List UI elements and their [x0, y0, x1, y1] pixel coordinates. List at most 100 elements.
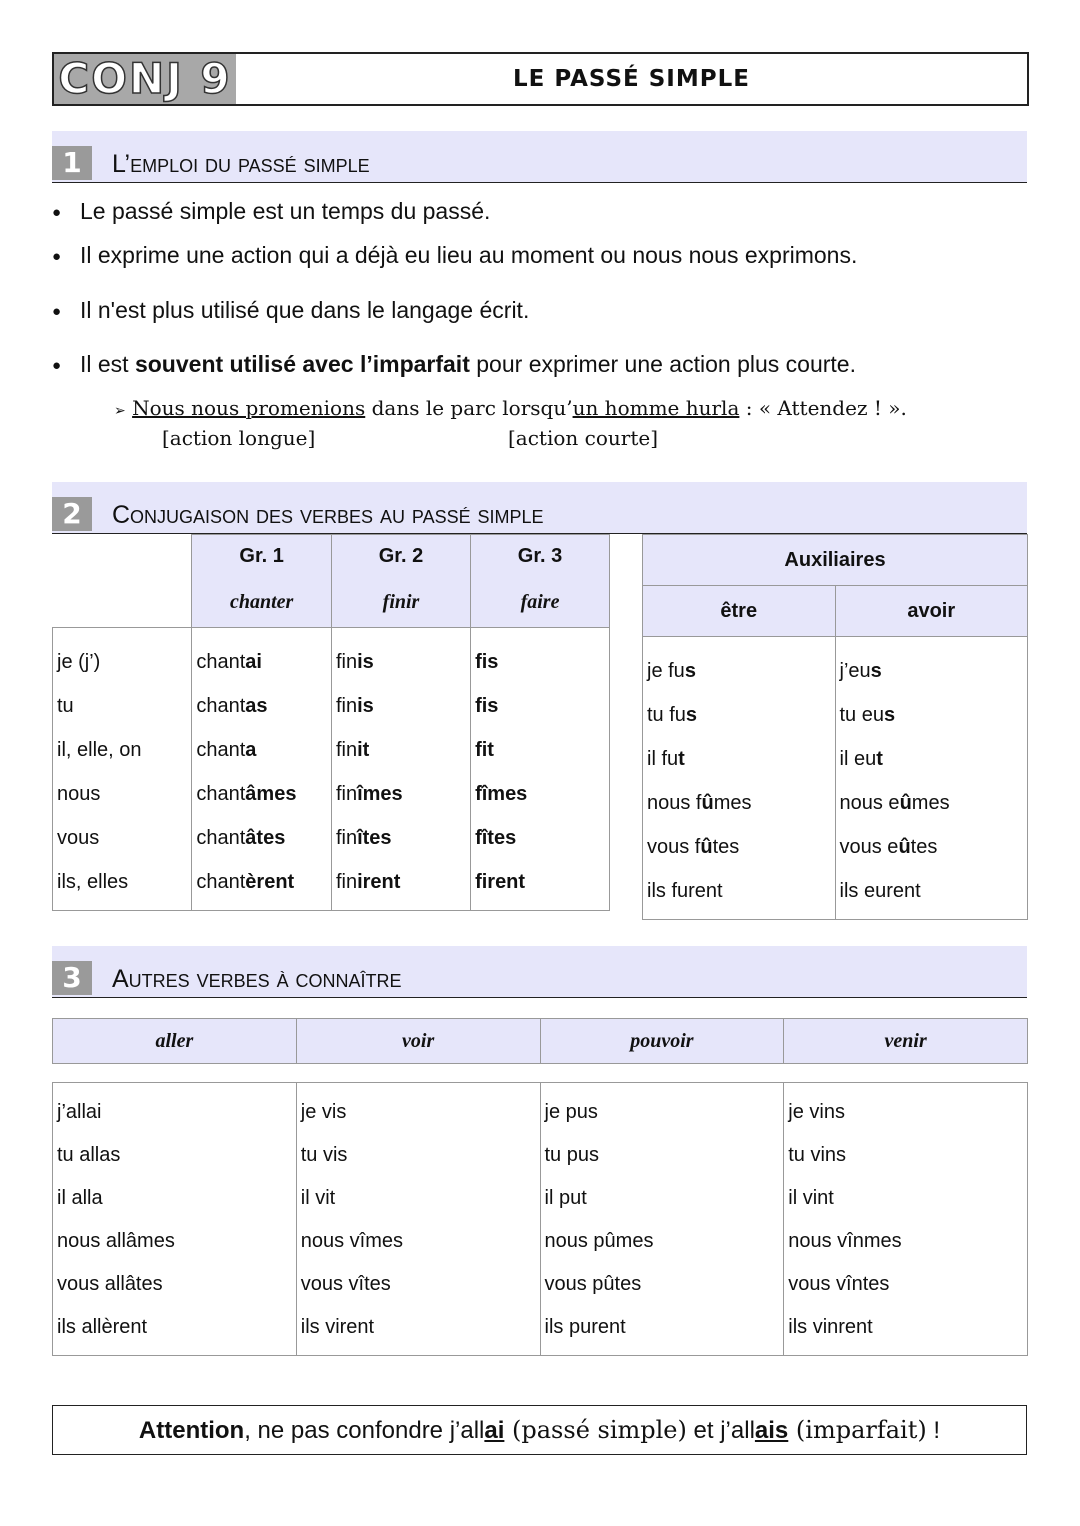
- conjugation-column: fis fis fit fîmes fîtes firent: [470, 627, 610, 911]
- conjugated-form: vous vîntes: [788, 1273, 890, 1295]
- verb-forms-column: je vins tu vins il vint nous vînmes vous vîn…: [783, 1082, 1028, 1356]
- conjugated-form: vous pûtes: [544, 1273, 642, 1295]
- bullet-item: Il n'est plus utilisé que dans le langag…: [52, 297, 529, 324]
- conjugated-form: ils vinrent: [788, 1316, 873, 1338]
- conjugated-form: il eut: [839, 748, 883, 770]
- group-label: Gr. 1: [191, 534, 332, 577]
- conjugated-form: chantèrent: [196, 871, 295, 893]
- verb-forms-column: j’allai tu allas il alla nous allâmes vous a…: [52, 1082, 297, 1356]
- label-action-courte: [action courte]: [508, 426, 658, 450]
- verb-header: voir: [295, 1018, 541, 1064]
- conjugated-form: finîtes: [335, 827, 392, 849]
- conjugated-form: je fus: [647, 660, 696, 682]
- conjugated-form: vous fûtes: [647, 836, 740, 858]
- verb-header: pouvoir: [539, 1018, 785, 1064]
- conjugated-form: ils purent: [544, 1316, 626, 1338]
- conjugation-table-auxiliaries: Auxiliaires être avoir je fus tu fus il fut no…: [642, 534, 1028, 920]
- conjugated-form: fîtes: [475, 827, 517, 849]
- conjugated-form: je vis: [300, 1101, 347, 1123]
- conjugated-form: chantâtes: [196, 827, 286, 849]
- conjugated-form: tu eus: [839, 704, 896, 726]
- pronoun: tu: [57, 695, 74, 717]
- group-label: Gr. 3: [470, 534, 610, 577]
- pronoun: ils, elles: [57, 871, 129, 893]
- conjugation-column: finis finis finit finîmes finîtes finirent: [330, 627, 472, 911]
- pronoun: je (j’): [57, 651, 101, 673]
- conjugated-form: tu vins: [788, 1144, 847, 1166]
- group-label: Gr. 2: [330, 534, 472, 577]
- pronoun: nous: [57, 783, 101, 805]
- group-verb: finir: [330, 577, 472, 628]
- conjugated-form: tu vis: [300, 1144, 348, 1166]
- conjugated-form: ils eurent: [839, 880, 921, 902]
- verb-header: aller: [52, 1018, 297, 1064]
- conjugated-form: nous vînmes: [788, 1230, 902, 1252]
- conjugated-form: nous eûmes: [839, 792, 950, 814]
- conjugated-form: nous pûmes: [544, 1230, 654, 1252]
- section-title: Autres verbes à connaître: [112, 965, 402, 993]
- conjugated-form: je vins: [788, 1101, 845, 1123]
- conjugated-form: il vint: [788, 1187, 834, 1209]
- conjugated-form: ils virent: [300, 1316, 375, 1338]
- auxiliary-verb: avoir: [834, 585, 1028, 637]
- conjugated-form: ils furent: [647, 880, 723, 902]
- conjugated-form: il vit: [300, 1187, 336, 1209]
- conjugated-form: vous allâtes: [57, 1273, 163, 1295]
- header-box: CONJ 9 LE PASSÉ SIMPLE: [52, 52, 1029, 106]
- example-sentence: ➢ Nous nous promenions dans le parc lors…: [114, 396, 907, 420]
- section-title: Conjugaison des verbes au passé simple: [112, 501, 544, 529]
- attention-box: Attention, ne pas confondre j’allai (pas…: [52, 1405, 1027, 1455]
- conjugated-form: tu fus: [647, 704, 698, 726]
- conjugated-form: finirent: [335, 871, 401, 893]
- conjugated-form: vous eûtes: [839, 836, 938, 858]
- conjugated-form: fîmes: [475, 783, 528, 805]
- group-verb: faire: [470, 577, 610, 628]
- conjugated-form: chantai: [196, 651, 262, 673]
- pronoun-column: je (j’) tu il, elle, on nous vous ils, elles: [51, 627, 193, 911]
- conjugation-table-groups: Gr. 1 Gr. 2 Gr. 3 chanter finir faire je (j’) t…: [51, 534, 610, 911]
- conjugated-form: fis: [475, 695, 499, 717]
- section-3-header: 3 Autres verbes à connaître: [52, 946, 1027, 998]
- conjugated-form: finîmes: [335, 783, 403, 805]
- conjugated-form: il put: [544, 1187, 587, 1209]
- conjugated-form: firent: [475, 871, 526, 893]
- conjugated-form: chanta: [196, 739, 257, 761]
- conjugated-form: chantâmes: [196, 783, 297, 805]
- conjugated-form: il fut: [647, 748, 685, 770]
- conjugated-form: vous vîtes: [300, 1273, 391, 1295]
- verb-forms-column: je vis tu vis il vit nous vîmes vous vîtes il…: [295, 1082, 541, 1356]
- conjugated-form: nous fûmes: [647, 792, 752, 814]
- conjugated-form: fis: [475, 651, 499, 673]
- conjugated-form: fit: [475, 739, 494, 761]
- conjugated-form: finis: [335, 651, 374, 673]
- section-1-header: 1 L’emploi du passé simple: [52, 131, 1027, 183]
- verb-header: venir: [783, 1018, 1028, 1064]
- conjugation-column: je fus tu fus il fut nous fûmes vous fûtes il…: [642, 636, 836, 920]
- section-2-header: 2 Conjugaison des verbes au passé simple: [52, 482, 1027, 534]
- conjugated-form: finis: [335, 695, 374, 717]
- conjugated-form: finit: [335, 739, 370, 761]
- conjugation-column: j’eus tu eus il eut nous eûmes vous eûtes ils…: [834, 636, 1028, 920]
- conjugation-column: chantai chantas chanta chantâmes chantâtes ch…: [191, 627, 332, 911]
- conjugated-form: ils allèrent: [57, 1316, 148, 1338]
- conjugated-form: nous vîmes: [300, 1230, 404, 1252]
- label-action-longue: [action longue]: [162, 426, 316, 450]
- bullet-item: Il exprime une action qui a déjà eu lieu…: [52, 242, 857, 269]
- bullet-item: Le passé simple est un temps du passé.: [52, 198, 490, 225]
- auxiliary-verb: être: [642, 585, 836, 637]
- lesson-code: CONJ 9: [54, 53, 236, 104]
- group-verb: chanter: [191, 577, 332, 628]
- empty-cell: [52, 534, 193, 628]
- section-number: 3: [52, 961, 92, 995]
- conjugated-form: il alla: [57, 1187, 103, 1209]
- conjugated-form: j’eus: [839, 660, 882, 682]
- conjugated-form: tu pus: [544, 1144, 599, 1166]
- auxiliaries-title: Auxiliaires: [642, 534, 1028, 586]
- pronoun: vous: [57, 827, 100, 849]
- page-title: LE PASSÉ SIMPLE: [513, 66, 750, 92]
- conjugated-form: je pus: [544, 1101, 598, 1123]
- other-verbs-header: aller voir pouvoir venir: [52, 1018, 1028, 1064]
- section-number: 1: [52, 146, 92, 180]
- arrow-icon: ➢: [114, 403, 126, 419]
